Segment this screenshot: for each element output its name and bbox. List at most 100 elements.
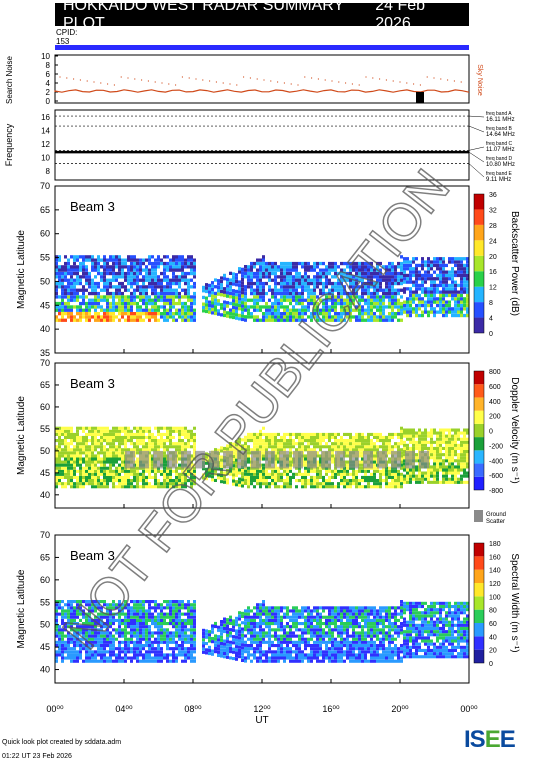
heatmap-cell <box>409 437 412 441</box>
heatmap-cell <box>364 271 367 276</box>
colorbar-tick: -400 <box>489 458 503 465</box>
heatmap-cell <box>106 439 109 443</box>
heatmap-cell <box>94 445 97 449</box>
heatmap-cell <box>346 439 349 443</box>
heatmap-cell <box>166 298 169 302</box>
heatmap-cell <box>346 445 349 449</box>
heatmap-cell <box>382 312 385 316</box>
heatmap-cell <box>154 653 157 657</box>
heatmap-cell <box>223 480 226 484</box>
heatmap-cell <box>64 625 67 629</box>
heatmap-cell <box>79 308 82 312</box>
heatmap-cell <box>94 265 97 269</box>
heatmap-cell <box>466 465 469 469</box>
heatmap-cell <box>184 305 187 309</box>
heatmap-cell <box>178 432 181 436</box>
beam-label: Beam 3 <box>70 199 115 214</box>
heatmap-cell <box>94 659 97 663</box>
heatmap-cell <box>79 275 82 279</box>
heatmap-cell <box>184 472 187 476</box>
heatmap-cell <box>151 606 154 610</box>
heatmap-cell <box>352 265 355 269</box>
heatmap-cell <box>391 308 394 312</box>
heatmap-cell <box>250 432 253 436</box>
heatmap-cell <box>73 634 76 638</box>
heatmap-cell <box>271 268 274 272</box>
heatmap-cell <box>106 301 109 306</box>
heatmap-cell <box>103 275 106 279</box>
heatmap-cell <box>121 315 124 319</box>
heatmap-cell <box>439 480 442 484</box>
heatmap-cell <box>436 456 439 460</box>
heatmap-cell <box>250 281 253 286</box>
heatmap-cell <box>187 255 190 259</box>
search-noise-point <box>93 81 95 83</box>
heatmap-cell <box>124 435 127 439</box>
heatmap-cell <box>325 432 328 436</box>
heatmap-cell <box>334 435 337 439</box>
heatmap-cell <box>61 466 64 470</box>
heatmap-cell <box>256 285 259 289</box>
heatmap-cell <box>88 600 91 604</box>
heatmap-cell <box>235 273 238 277</box>
heatmap-cell <box>145 429 148 433</box>
heatmap-cell <box>58 460 61 464</box>
heatmap-cell <box>70 612 73 616</box>
heatmap-cell <box>163 460 166 464</box>
heatmap-cell <box>430 280 433 284</box>
heatmap-cell <box>136 615 139 619</box>
heatmap-cell <box>163 261 166 266</box>
heatmap-cell <box>325 308 328 312</box>
heatmap-cell <box>430 437 433 441</box>
heatmap-cell <box>85 466 88 470</box>
heatmap-cell <box>406 468 409 472</box>
heatmap-cell <box>349 301 352 306</box>
heatmap-cell <box>442 283 445 288</box>
heatmap-cell <box>79 609 82 613</box>
heatmap-cell <box>178 479 181 483</box>
heatmap-cell <box>409 431 412 435</box>
heatmap-cell <box>172 288 175 292</box>
colorbar-cell <box>474 423 484 438</box>
heatmap-cell <box>139 618 142 622</box>
heatmap-cell <box>439 459 442 463</box>
heatmap-cell <box>280 318 283 322</box>
heatmap-cell <box>55 656 58 660</box>
heatmap-cell <box>415 310 418 314</box>
heatmap-cell <box>436 474 439 478</box>
heatmap-cell <box>442 263 445 268</box>
heatmap-cell <box>448 453 451 457</box>
heatmap-cell <box>73 653 76 657</box>
heatmap-cell <box>100 469 103 473</box>
heatmap-cell <box>262 479 265 483</box>
heatmap-cell <box>145 622 148 626</box>
heatmap-cell <box>85 265 88 269</box>
heatmap-cell <box>271 312 274 316</box>
heatmap-cell <box>385 268 388 272</box>
heatmap-cell <box>136 429 139 433</box>
heatmap-cell <box>244 275 247 279</box>
freq-band-pointer <box>468 163 485 178</box>
heatmap-cell <box>130 439 133 443</box>
heatmap-cell <box>316 318 319 322</box>
heatmap-cell <box>460 283 463 288</box>
heatmap-cell <box>154 426 157 430</box>
heatmap-cell <box>193 466 196 470</box>
heatmap-cell <box>388 298 391 302</box>
heatmap-cell <box>376 315 379 319</box>
heatmap-cell <box>61 278 64 282</box>
heatmap-cell <box>253 448 256 452</box>
heatmap-cell <box>340 291 343 296</box>
heatmap-cell <box>82 268 85 272</box>
heatmap-cell <box>175 268 178 272</box>
heatmap-cell <box>220 276 223 280</box>
heatmap-cell <box>64 432 67 436</box>
heatmap-cell <box>223 277 226 281</box>
heatmap-cell <box>316 479 319 483</box>
heatmap-cell <box>451 257 454 261</box>
heatmap-cell <box>319 485 322 489</box>
heatmap-cell <box>337 288 340 292</box>
heatmap-cell <box>262 469 265 473</box>
heatmap-cell <box>139 640 142 644</box>
heatmap-cell <box>319 318 322 322</box>
